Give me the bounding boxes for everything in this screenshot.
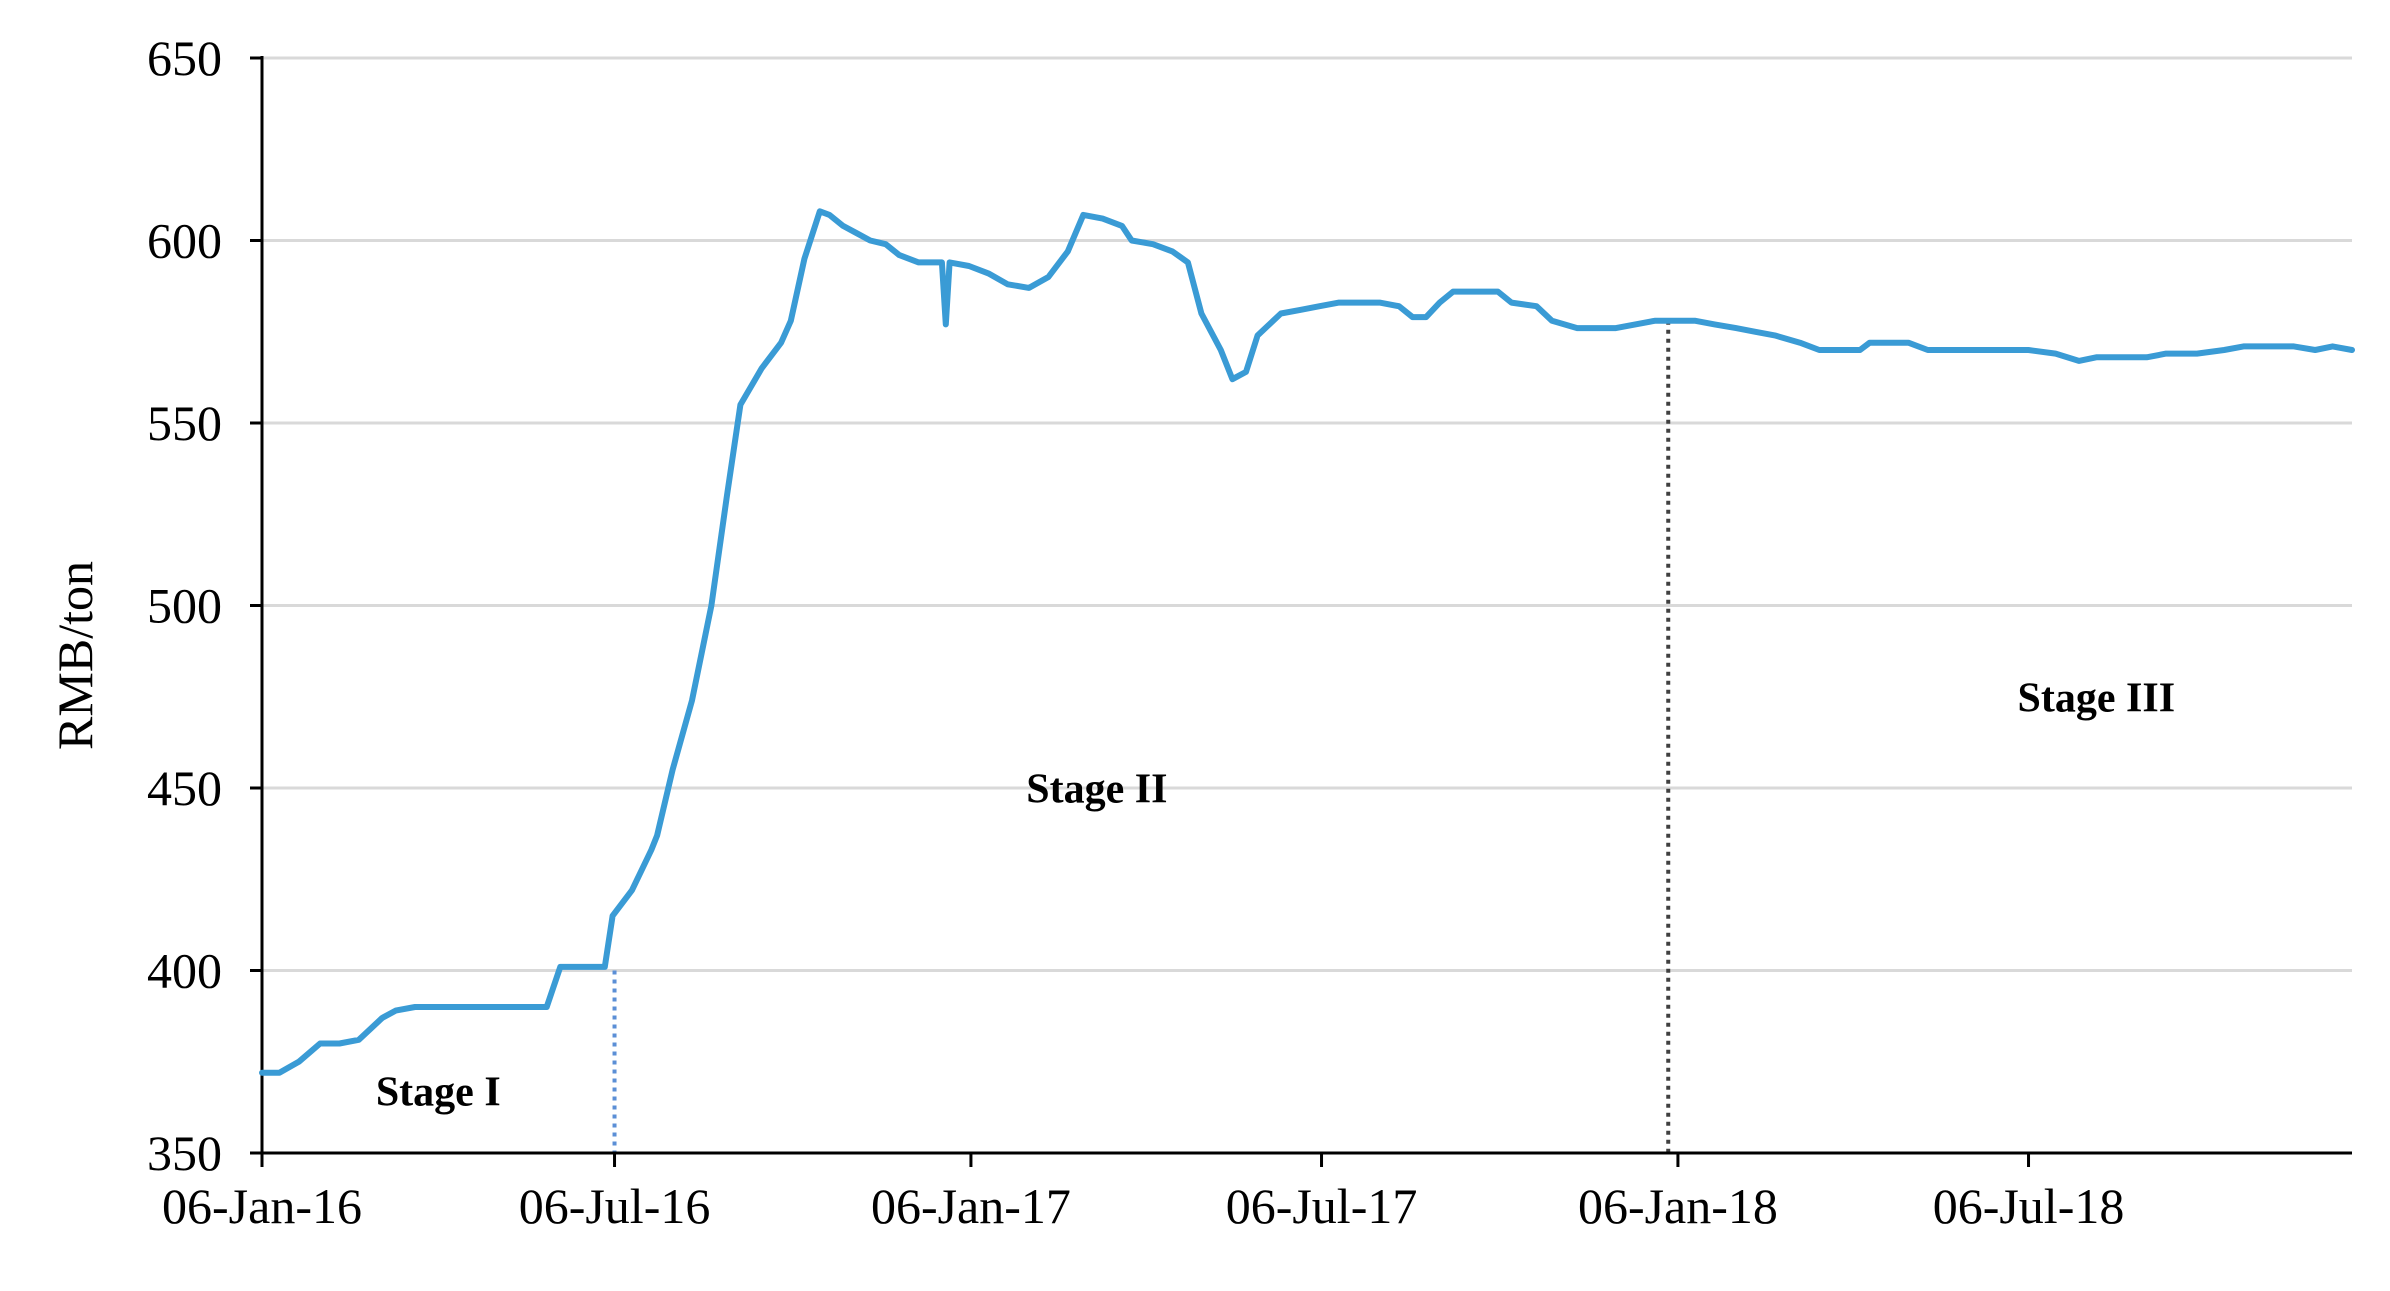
y-tick-label: 350	[147, 1125, 222, 1181]
stage-label: Stage II	[1026, 767, 1167, 813]
y-tick-label: 650	[147, 30, 222, 86]
y-tick-label: 550	[147, 395, 222, 451]
x-tick-label: 06-Jan-18	[1578, 1178, 1778, 1234]
y-axis-title: RMB/ton	[47, 561, 103, 750]
stage-dividers	[615, 321, 1669, 1153]
x-tick-label: 06-Jul-17	[1226, 1178, 1418, 1234]
y-tick-label: 500	[147, 578, 222, 634]
y-tick-label: 600	[147, 213, 222, 269]
gridlines	[262, 58, 2352, 971]
series-layer	[262, 211, 2352, 1073]
y-tick-label: 400	[147, 943, 222, 999]
price-series-line	[262, 211, 2352, 1072]
labels: 350 400 450 500 550 600 650 06-Jan-16 06-Jul-16 0…	[47, 30, 2175, 1234]
stage-label: Stage III	[2018, 675, 2176, 721]
x-tick-label: 06-Jan-16	[162, 1178, 362, 1234]
stage-label: Stage I	[376, 1070, 501, 1116]
x-tick-label: 06-Jul-18	[1933, 1178, 2125, 1234]
y-tick-label: 450	[147, 760, 222, 816]
axes	[250, 56, 2352, 1167]
x-tick-label: 06-Jul-16	[519, 1178, 711, 1234]
x-tick-label: 06-Jan-17	[871, 1178, 1071, 1234]
